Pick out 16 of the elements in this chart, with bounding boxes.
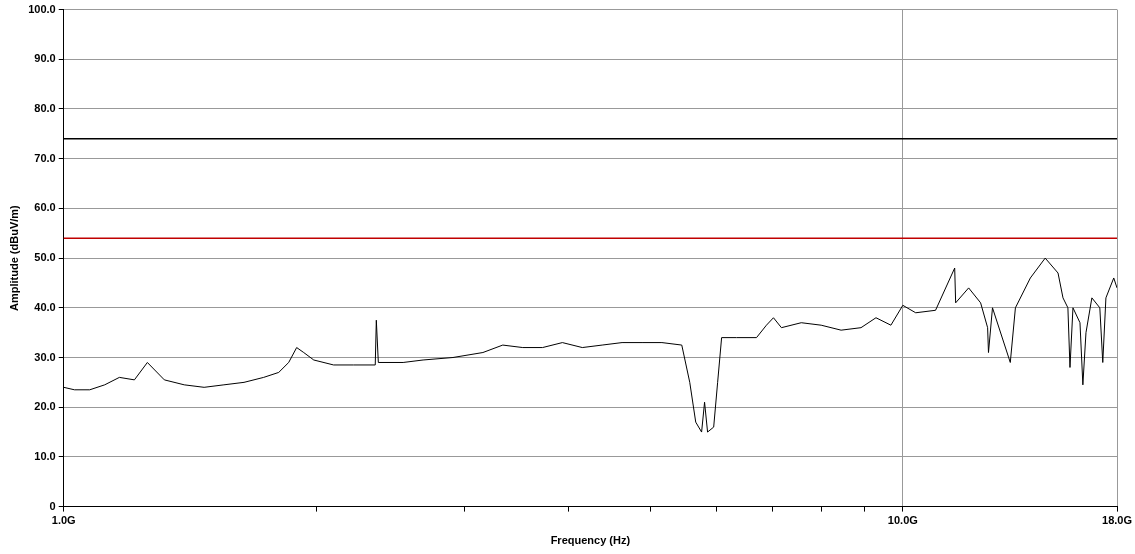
- x-axis-title: Frequency (Hz): [550, 534, 631, 547]
- y-tick-label: 40.0: [34, 300, 56, 313]
- x-tick-label: 10.0G: [887, 514, 918, 527]
- y-tick-label: 70.0: [34, 151, 56, 164]
- y-tick-label: 50.0: [34, 251, 56, 264]
- y-axis-title: Amplitude (dBuV/m): [7, 204, 20, 311]
- y-tick-label: 20.0: [34, 400, 56, 413]
- y-tick-label: 90.0: [34, 52, 56, 65]
- y-tick-label: 100.0: [28, 2, 56, 15]
- y-tick-label: 10.0: [34, 449, 56, 462]
- y-tick-label: 60.0: [34, 201, 56, 214]
- y-tick-label: 30.0: [34, 350, 56, 363]
- y-tick-label: 0: [49, 499, 56, 512]
- y-tick-label: 80.0: [34, 102, 56, 115]
- x-tick-label: 1.0G: [51, 514, 76, 527]
- x-tick-label: 18.0G: [1102, 514, 1132, 527]
